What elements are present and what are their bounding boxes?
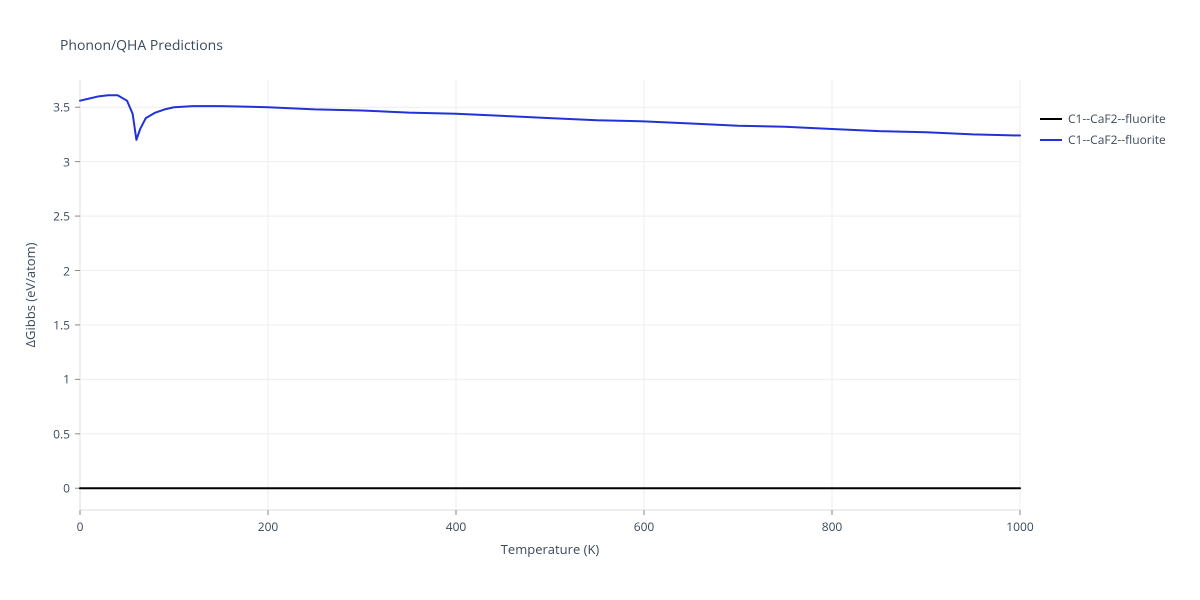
chart-plot-area <box>80 80 1020 510</box>
legend-item-1[interactable]: C1--CaF2--fluorite <box>1040 131 1166 148</box>
y-tick-label: 2 <box>63 262 70 279</box>
x-tick-label: 800 <box>822 518 843 535</box>
y-tick-label: 2.5 <box>53 208 70 225</box>
y-axis-label: ΔGibbs (eV/atom) <box>21 243 39 348</box>
legend-label-0: C1--CaF2--fluorite <box>1068 110 1166 127</box>
legend: C1--CaF2--fluorite C1--CaF2--fluorite <box>1040 110 1166 152</box>
x-tick-label: 200 <box>258 518 279 535</box>
x-tick-label: 0 <box>77 518 84 535</box>
chart-svg <box>80 80 1020 510</box>
legend-swatch-1 <box>1040 139 1062 141</box>
legend-label-1: C1--CaF2--fluorite <box>1068 131 1166 148</box>
x-tick-label: 1000 <box>1006 518 1033 535</box>
legend-item-0[interactable]: C1--CaF2--fluorite <box>1040 110 1166 127</box>
chart-title: Phonon/QHA Predictions <box>60 36 223 55</box>
y-tick-label: 3.5 <box>53 99 70 116</box>
y-tick-label: 1.5 <box>53 316 70 333</box>
x-axis-label: Temperature (K) <box>501 540 600 558</box>
x-tick-label: 400 <box>446 518 467 535</box>
y-tick-label: 1 <box>63 371 70 388</box>
legend-swatch-0 <box>1040 118 1062 120</box>
y-tick-label: 0.5 <box>53 425 70 442</box>
x-tick-label: 600 <box>634 518 655 535</box>
y-tick-label: 0 <box>63 480 70 497</box>
y-tick-label: 3 <box>63 153 70 170</box>
